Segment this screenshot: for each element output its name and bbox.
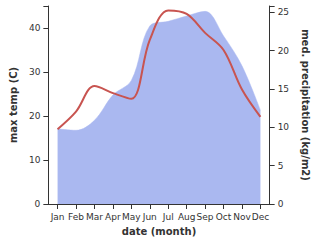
svg-text:max temp (C): max temp (C) xyxy=(8,67,19,143)
svg-text:20: 20 xyxy=(29,111,41,121)
svg-text:Oct: Oct xyxy=(216,212,232,222)
svg-text:med. precipitation (kg/m2): med. precipitation (kg/m2) xyxy=(300,29,311,181)
svg-text:0: 0 xyxy=(278,199,284,209)
svg-text:May: May xyxy=(122,212,141,222)
svg-text:Sep: Sep xyxy=(197,212,214,222)
svg-text:Jan: Jan xyxy=(50,212,65,222)
svg-text:Aug: Aug xyxy=(178,212,196,222)
svg-text:25: 25 xyxy=(278,7,289,17)
svg-text:15: 15 xyxy=(278,84,289,94)
svg-text:40: 40 xyxy=(29,23,41,33)
svg-text:Dec: Dec xyxy=(252,212,269,222)
svg-text:10: 10 xyxy=(278,122,290,132)
svg-text:Nov: Nov xyxy=(233,212,251,222)
svg-text:0: 0 xyxy=(35,199,41,209)
svg-text:Jul: Jul xyxy=(162,212,174,222)
svg-text:30: 30 xyxy=(29,67,41,77)
svg-text:date (month): date (month) xyxy=(122,226,196,237)
svg-text:Mar: Mar xyxy=(86,212,103,222)
svg-text:20: 20 xyxy=(278,46,290,56)
svg-text:Feb: Feb xyxy=(68,212,84,222)
svg-text:5: 5 xyxy=(278,161,284,171)
svg-text:Jun: Jun xyxy=(142,212,157,222)
svg-text:10: 10 xyxy=(29,155,41,165)
svg-text:Apr: Apr xyxy=(105,212,121,222)
